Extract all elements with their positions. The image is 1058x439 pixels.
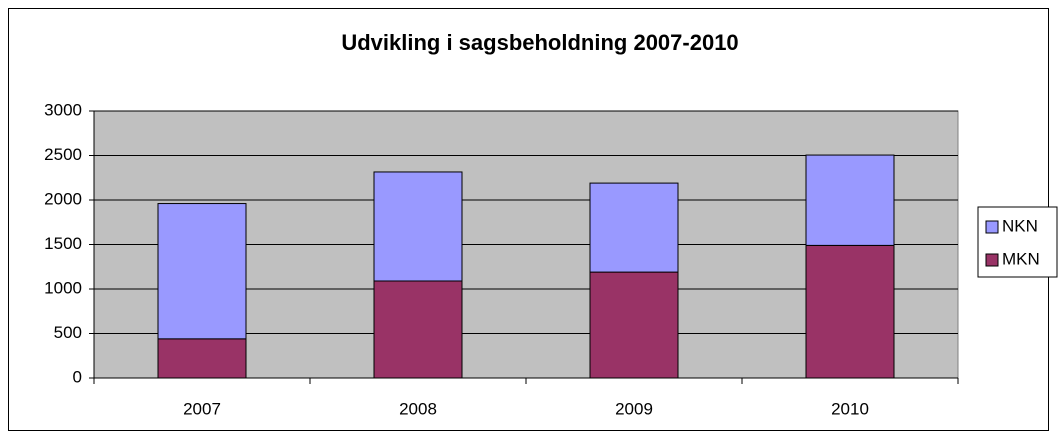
bar-segment [805, 154, 895, 246]
bar-segment [589, 271, 679, 379]
bar-segment [805, 244, 895, 379]
x-tick-label: 2010 [831, 399, 869, 418]
y-tick-label: 1000 [44, 278, 82, 297]
y-tick-label: 3000 [44, 100, 82, 119]
x-tick-label: 2008 [399, 399, 437, 418]
chart-title: Udvikling i sagsbeholdning 2007-2010 [341, 30, 738, 55]
legend-label: MKN [1002, 249, 1040, 268]
bar-segment [157, 338, 247, 379]
bar-segment [373, 280, 463, 379]
y-tick-label: 2000 [44, 189, 82, 208]
x-tick-label: 2009 [615, 399, 653, 418]
legend-swatch [985, 253, 999, 267]
y-tick-label: 0 [73, 367, 82, 386]
x-tick-label: 2007 [183, 399, 221, 418]
legend-label: NKN [1002, 216, 1038, 235]
bar-segment [157, 203, 247, 340]
bar-segment [373, 171, 463, 282]
y-tick-label: 1500 [44, 234, 82, 253]
y-tick-label: 2500 [44, 145, 82, 164]
legend-swatch [985, 220, 999, 234]
bar-segment [589, 182, 679, 273]
y-tick-label: 500 [54, 323, 82, 342]
